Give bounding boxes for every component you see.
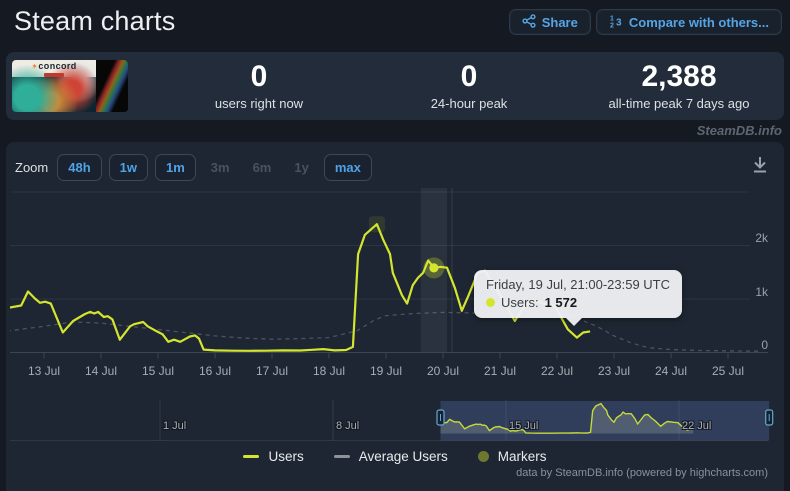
zoom-range-3m: 3m	[210, 160, 230, 175]
share-button[interactable]: Share	[508, 9, 591, 35]
download-chart-button[interactable]	[749, 153, 771, 177]
zoom-range-1m[interactable]: 1m	[154, 154, 196, 181]
svg-text:3: 3	[616, 17, 622, 28]
navigator-series-line	[440, 402, 694, 434]
average-users-line	[10, 311, 763, 352]
x-axis-label: 13 Jul	[27, 364, 61, 378]
tooltip-series-dot-icon	[486, 298, 495, 307]
navigator-handles[interactable]	[436, 409, 774, 426]
navigator-gridlines	[159, 400, 680, 441]
x-axis-label: 19 Jul	[369, 364, 403, 378]
y-axis-label: 0	[761, 338, 768, 352]
compare-button-label: Compare with others...	[628, 14, 769, 30]
zoom-range-1y: 1y	[294, 160, 309, 175]
stat-24h-peak: 0 24-hour peak	[364, 61, 574, 111]
stat-label: users right now	[214, 95, 304, 111]
tooltip-date: Friday, 19 Jul, 21:00-23:59 UTC	[486, 277, 671, 292]
x-axis-label: 15 Jul	[141, 364, 175, 378]
y-axis-label: 1k	[755, 284, 768, 299]
x-axis-label: 24 Jul	[654, 364, 688, 378]
legend-item-markers[interactable]: Markers	[477, 449, 547, 464]
stat-current-users: 0 users right now	[154, 61, 364, 111]
stats-panel: ✶concord 0 users right now 0 24-hour pea…	[6, 52, 784, 120]
hovered-point-marker[interactable]	[429, 263, 439, 273]
stat-alltime-peak: 2,388 all-time peak 7 days ago	[574, 61, 784, 111]
zoom-range-1w[interactable]: 1w	[108, 154, 148, 181]
navigator-area-fill	[440, 403, 694, 434]
game-logo: ✶concord	[31, 61, 77, 71]
share-network-icon	[522, 13, 536, 31]
x-axis-label: 17 Jul	[255, 364, 289, 378]
stat-value: 0	[460, 60, 478, 94]
game-logo-badge	[44, 73, 64, 77]
navigator-axis-label: 8 Jul	[336, 420, 360, 432]
steam-charts-plot[interactable]	[6, 142, 784, 491]
legend-line-icon	[333, 455, 350, 458]
stat-value: 2,388	[641, 60, 717, 94]
game-logo-star-icon: ✶	[31, 62, 39, 71]
game-capsule-image[interactable]: ✶concord	[12, 60, 128, 112]
stat-value: 0	[250, 60, 268, 94]
chart-tooltip: Friday, 19 Jul, 21:00-23:59 UTC Users: 1…	[474, 270, 683, 326]
zoom-range-max[interactable]: max	[323, 154, 372, 181]
x-axis-label: 21 Jul	[483, 364, 517, 378]
svg-text:1: 1	[610, 15, 614, 22]
x-axis-label: 23 Jul	[597, 364, 631, 378]
legend-line-icon	[243, 455, 260, 458]
steamdb-watermark: SteamDB.info	[696, 123, 782, 138]
navigator-right-handle[interactable]	[765, 409, 774, 426]
x-axis-label: 18 Jul	[312, 364, 346, 378]
y-axis-label: 2k	[755, 231, 768, 245]
game-capsule-art	[12, 60, 96, 112]
navigator-axis-label: 1 Jul	[163, 420, 187, 432]
chart-legend: Users Average Users Markers	[6, 449, 784, 464]
tooltip-value: 1 572	[544, 295, 578, 310]
zoom-toolbar: Zoom 48h 1w 1m 3m 6m 1y max	[15, 154, 372, 181]
chart-panel: Zoom 48h 1w 1m 3m 6m 1y max 13 Jul 14 Jul 15 Jul…	[6, 142, 784, 491]
svg-text:2: 2	[610, 22, 614, 28]
share-button-label: Share	[541, 14, 578, 30]
legend-item-users[interactable]: Users	[243, 449, 304, 464]
x-axis-label: 25 Jul	[711, 364, 745, 378]
x-axis-ticks	[43, 352, 729, 359]
legend-label: Users	[268, 449, 304, 464]
zoom-range-6m: 6m	[252, 160, 272, 175]
zoom-range-48h[interactable]: 48h	[57, 154, 102, 181]
x-axis-label: 16 Jul	[198, 364, 232, 378]
navigator-left-handle[interactable]	[436, 409, 445, 426]
legend-item-average-users[interactable]: Average Users	[333, 449, 448, 464]
tooltip-series-label: Users:	[501, 295, 539, 310]
page-title: Steam charts	[14, 6, 176, 36]
x-axis-label: 22 Jul	[540, 364, 574, 378]
navigator-selection[interactable]	[440, 401, 770, 441]
legend-label: Markers	[497, 449, 547, 464]
legend-circle-icon	[477, 451, 489, 462]
x-axis-label: 14 Jul	[84, 364, 118, 378]
game-capsule-prism	[96, 60, 128, 112]
highcharts-credit: data by SteamDB.info (powered by highcha…	[516, 467, 768, 479]
zoom-label: Zoom	[15, 160, 49, 175]
navigator-axis-label: 15 Jul	[508, 420, 539, 432]
stat-label: all-time peak 7 days ago	[608, 95, 750, 111]
x-axis-label: 20 Jul	[426, 364, 460, 378]
navigator-axis-label: 22 Jul	[681, 420, 712, 432]
stat-label: 24-hour peak	[430, 95, 508, 111]
legend-label: Average Users	[358, 449, 448, 464]
